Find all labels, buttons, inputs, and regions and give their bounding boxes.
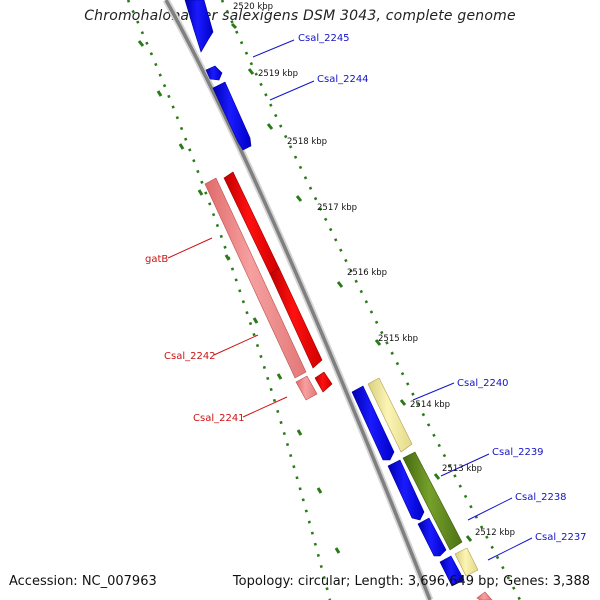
gene-csal-2237[interactable] xyxy=(439,555,465,587)
accession-label: Accession: NC_007963 xyxy=(9,574,157,589)
red-leader-lines xyxy=(167,237,288,418)
gene-pale-csal-2240[interactable] xyxy=(367,377,413,453)
gene-label-csal-2244[interactable]: Csal_2244 xyxy=(317,74,369,85)
kbp-label-2515: 2515 kbp xyxy=(378,334,418,344)
blue-leader-lines xyxy=(252,39,533,561)
kbp-label-2518: 2518 kbp xyxy=(287,137,327,147)
gene-label-csal-2241[interactable]: Csal_2241 xyxy=(193,413,245,424)
kbp-label-2519: 2519 kbp xyxy=(258,69,298,79)
inner-ruler-major-ticks xyxy=(137,40,341,554)
inner-dotted-ruler xyxy=(126,0,332,600)
gene-pale-csal-2237[interactable] xyxy=(454,547,479,577)
gene-csal-2245[interactable] xyxy=(184,0,214,53)
gene-label-csal-2239[interactable]: Csal_2239 xyxy=(492,447,544,458)
gene-csal-2238[interactable] xyxy=(417,517,447,557)
genome-backbone-core xyxy=(164,0,432,600)
gene-csal-2241[interactable] xyxy=(314,371,333,393)
gene-csal-2240[interactable] xyxy=(351,385,395,461)
gene-label-csal-2242[interactable]: Csal_2242 xyxy=(164,351,216,362)
kbp-label-2520: 2520 kbp xyxy=(233,2,273,12)
kbp-label-2517: 2517 kbp xyxy=(317,203,357,213)
gene-small-blue-arrow[interactable] xyxy=(205,65,223,81)
outer-ruler-major-ticks xyxy=(230,22,473,542)
gene-csal-2241-light[interactable] xyxy=(295,375,318,401)
gene-gatb-light[interactable] xyxy=(204,177,307,379)
gene-csal-2244[interactable] xyxy=(212,81,252,151)
kbp-label-2516: 2516 kbp xyxy=(347,268,387,278)
gene-csal-2242[interactable] xyxy=(269,267,323,369)
kbp-label-2514: 2514 kbp xyxy=(410,400,450,410)
gene-csal-2239[interactable] xyxy=(387,459,425,521)
kbp-label-2513: 2513 kbp xyxy=(442,464,482,474)
gene-olive-csal-2239[interactable] xyxy=(402,451,463,551)
topology-label: Topology: circular; Length: 3,696,649 bp… xyxy=(232,574,590,589)
gene-label-csal-2240[interactable]: Csal_2240 xyxy=(457,378,509,389)
gene-bottom-red[interactable] xyxy=(476,591,493,600)
kbp-label-2512: 2512 kbp xyxy=(475,528,515,538)
gene-label-csal-2237[interactable]: Csal_2237 xyxy=(535,532,587,543)
gene-label-csal-2245[interactable]: Csal_2245 xyxy=(298,33,350,44)
gene-label-gatb[interactable]: gatB xyxy=(145,254,168,265)
gene-label-csal-2238[interactable]: Csal_2238 xyxy=(515,492,567,503)
genome-backbone xyxy=(162,0,434,600)
